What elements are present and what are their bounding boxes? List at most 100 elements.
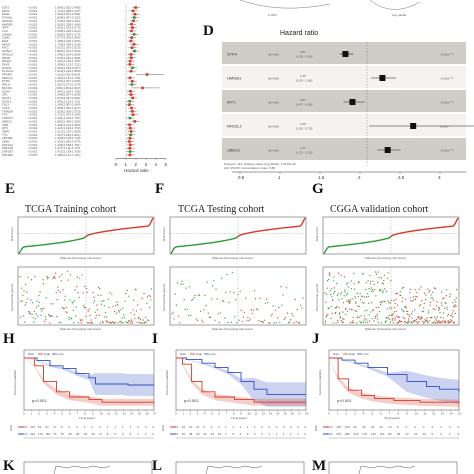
scatter-point — [31, 302, 34, 304]
km-legend-low: Low — [210, 352, 216, 356]
scatter-point — [81, 319, 84, 321]
km-table-cell: 187 — [336, 425, 341, 429]
scatter-point — [30, 299, 32, 301]
forest-d-n: (N=416) — [268, 149, 279, 153]
scatter-point — [434, 322, 437, 324]
scatter-point — [181, 280, 183, 282]
scatter-point — [401, 287, 403, 289]
scatter-point — [455, 305, 457, 307]
scatter-point — [333, 280, 335, 282]
forest-c-point — [130, 56, 133, 60]
scatter-point — [424, 319, 426, 321]
scatter-point — [290, 319, 292, 321]
scatter-point — [302, 297, 304, 299]
scatter-point — [415, 295, 417, 298]
scatter-point — [45, 318, 47, 321]
km-table-cell: 18 — [84, 432, 88, 436]
scatter-point — [122, 322, 125, 324]
forest-d-gene: UBE2C — [227, 148, 240, 153]
forest-d-gene: HMGB1 — [227, 76, 242, 81]
scatter-point — [262, 321, 264, 324]
scatter-point — [60, 280, 62, 282]
scatter-point — [367, 295, 370, 298]
scatter-point — [353, 288, 356, 290]
scatter-point — [247, 316, 249, 319]
scatter-point — [107, 298, 110, 300]
scatter-point — [96, 304, 98, 306]
scatter-point — [130, 319, 132, 321]
forest-c-point — [134, 6, 137, 9]
forest-c-point — [131, 96, 134, 100]
km-table-cell: 3 — [247, 432, 249, 436]
scatter-point — [324, 292, 326, 294]
scatter-point — [431, 322, 433, 324]
scatter-point — [377, 281, 379, 284]
km-table-cell: 1 — [290, 432, 292, 436]
km-table-cell: 100 — [345, 425, 350, 429]
scatter-point — [451, 320, 453, 322]
forest-d-point — [379, 75, 386, 81]
scatter-point — [363, 319, 365, 321]
scatter-point — [212, 285, 214, 287]
scatter-point — [369, 280, 372, 282]
scatter-point — [343, 276, 346, 278]
scatter-point — [346, 300, 348, 302]
scatter-point — [397, 322, 399, 324]
scatter-point — [340, 293, 342, 295]
scatter-point — [49, 322, 51, 324]
forest-c-gene: FOXM1 — [2, 16, 13, 20]
risk-panels: Risk score Patients (increasing risk scor… — [10, 216, 460, 331]
scatter-point — [202, 321, 204, 323]
scatter-point — [432, 299, 435, 301]
scatter-point — [337, 321, 339, 323]
forest-c-pval: <0.001 — [28, 49, 38, 53]
scatter-point — [357, 295, 359, 298]
scatter-point — [43, 307, 45, 309]
scatter-point — [370, 287, 372, 289]
scatter-point — [24, 304, 26, 306]
scatter-point — [429, 304, 431, 306]
scatter-point — [379, 310, 381, 313]
scatter-point — [332, 292, 335, 295]
forest-c-gene: YY1 — [2, 133, 8, 137]
scatter-point — [116, 303, 119, 306]
scatter-point — [451, 312, 453, 314]
scatter-point — [429, 316, 431, 319]
km-legend-high: High — [349, 352, 356, 356]
forest-c-pval: <0.001 — [28, 66, 38, 70]
scatter-xlabel: Patients (increasing risk score) — [212, 327, 253, 331]
forest-c-gene: ZNF281 — [2, 136, 13, 140]
scatter-point — [393, 299, 395, 302]
km-ticklabel: 4 — [204, 412, 206, 416]
scatter-point — [114, 321, 117, 324]
scatter-point — [36, 300, 38, 303]
scatter-point — [107, 320, 109, 323]
scatter-point — [392, 321, 395, 324]
km-table-cell: 0 — [145, 425, 147, 429]
scatter-point — [89, 322, 92, 324]
scatter-point — [452, 301, 454, 304]
scatter-point — [34, 275, 36, 278]
scatter-point — [150, 299, 152, 301]
forest-c-pval: <0.001 — [28, 12, 38, 16]
scatter-point — [369, 282, 371, 285]
scatter-point — [361, 301, 364, 304]
scatter-point — [401, 308, 403, 310]
scatter-point — [434, 287, 436, 290]
km-table-cell: 219 — [354, 432, 359, 436]
scatter-point — [335, 307, 337, 309]
scatter-point — [387, 300, 389, 302]
scatter-point — [283, 318, 285, 321]
scatter-point — [403, 318, 406, 320]
km-legend-title: Risk — [180, 352, 186, 356]
forest-c-point — [129, 133, 132, 137]
forest-c-hrtext: 1.447(1.166-1.796) — [55, 89, 81, 93]
scatter-point — [68, 316, 70, 319]
scatter-point — [19, 316, 22, 318]
scatter-point — [48, 313, 50, 316]
panel-label-f: F — [155, 181, 164, 197]
scatter-point — [293, 322, 295, 324]
scatter-point — [454, 299, 456, 301]
scatter-point — [421, 300, 423, 302]
km-ticklabel: 0 — [23, 412, 25, 416]
